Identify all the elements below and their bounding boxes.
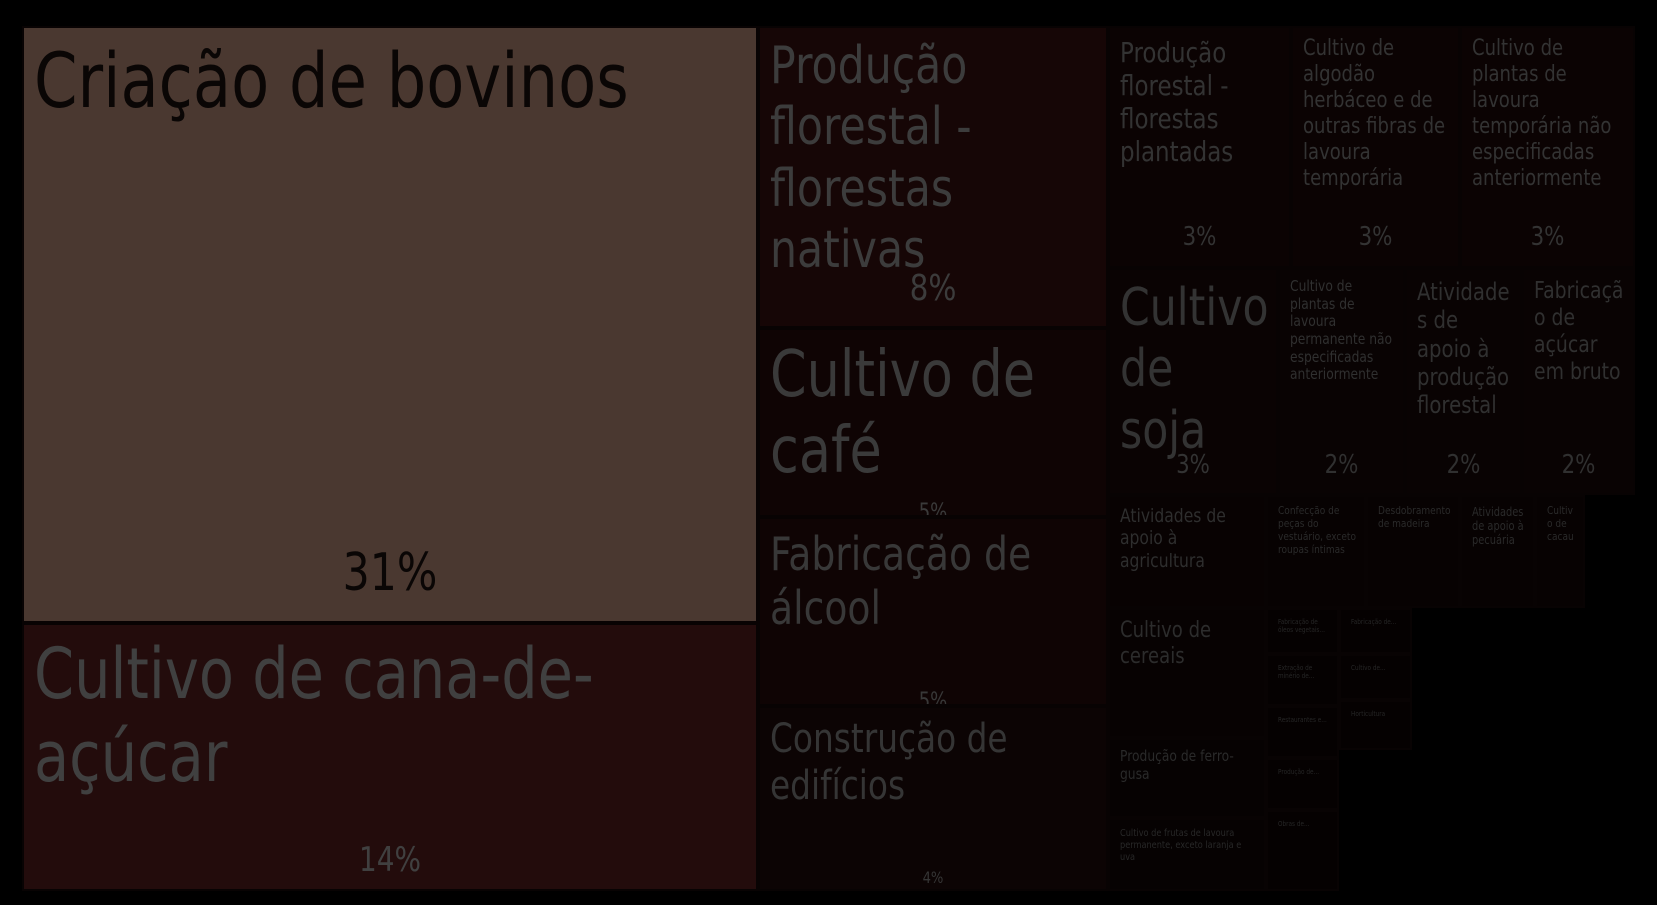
treemap-tile[interactable]: Horticultura xyxy=(1339,700,1412,750)
tile-percent: 5% xyxy=(918,500,948,517)
tile-percent: 2% xyxy=(1324,450,1359,480)
treemap-tile[interactable]: Construção de edifícios 4% xyxy=(758,706,1108,891)
tile-label: Produção de ferro-gusa xyxy=(1120,747,1234,783)
tile-label: Confecção de peças do vestuário, exceto … xyxy=(1278,504,1356,556)
tile-label: Atividades de apoio à produção florestal xyxy=(1417,278,1510,420)
tile-label: Cultivo de plantas de lavoura permanente… xyxy=(1290,277,1393,384)
treemap-tile[interactable]: Cultivo de... xyxy=(1339,654,1412,700)
tile-percent: 5% xyxy=(918,689,948,706)
treemap-tile[interactable]: Extração de minério de... xyxy=(1266,654,1339,706)
tile-label: Cultivo de soja xyxy=(1120,278,1269,461)
tile-percent: 2% xyxy=(1446,450,1481,480)
treemap-tile[interactable]: Produção florestal - florestas plantadas… xyxy=(1108,26,1291,268)
tile-label: Fabricação de álcool xyxy=(770,527,1032,636)
treemap-tile[interactable]: Fabricação de... xyxy=(1339,608,1412,654)
treemap-tile[interactable]: Produção florestal - florestas nativas 8% xyxy=(758,26,1108,328)
treemap-tile[interactable]: Cultivo de cana-de-açúcar 14% xyxy=(22,623,758,891)
tile-label: Restaurantes e... xyxy=(1278,716,1327,724)
treemap-tile[interactable]: Produção de... xyxy=(1266,758,1339,810)
treemap-tile[interactable]: Cultivo de plantas de lavoura permanente… xyxy=(1278,268,1405,495)
treemap-tile[interactable]: Obras de... xyxy=(1266,810,1339,891)
tile-label: Extração de minério de... xyxy=(1278,664,1315,681)
tile-label: Obras de... xyxy=(1278,820,1310,828)
treemap-tile[interactable]: Cultivo de frutas de lavoura permanente,… xyxy=(1108,818,1266,891)
treemap-tile[interactable]: Cultivo de plantas de lavoura temporária… xyxy=(1460,26,1635,268)
tile-percent: 31% xyxy=(342,543,438,603)
tile-percent: 8% xyxy=(909,268,957,309)
treemap-tile[interactable]: Produção de ferro-gusa xyxy=(1108,738,1266,818)
tile-label: Cultivo de frutas de lavoura permanente,… xyxy=(1120,828,1242,863)
tile-label: Fabricação de... xyxy=(1351,618,1397,626)
treemap-tile[interactable]: Confecção de peças do vestuário, exceto … xyxy=(1266,495,1366,608)
tile-label: Produção florestal - florestas plantadas xyxy=(1120,36,1234,169)
tile-label: Atividades de apoio à agricultura xyxy=(1120,505,1226,572)
tile-percent: 4% xyxy=(922,868,944,887)
treemap-tile[interactable]: Criação de bovinos 31% xyxy=(22,26,758,623)
tile-label: Cultivo de cereais xyxy=(1120,618,1212,669)
treemap-tile[interactable]: Cultivo de algodão herbáceo e de outras … xyxy=(1291,26,1460,268)
tile-label: Cultivo de cacau xyxy=(1547,504,1574,543)
tile-label: Cultivo de cana-de-açúcar xyxy=(34,633,594,798)
tile-label: Cultivo de café xyxy=(770,338,1036,488)
tile-label: Produção florestal - florestas nativas xyxy=(770,36,972,281)
tile-percent: 3% xyxy=(1358,222,1393,252)
treemap-tile[interactable]: Cultivo de café 5% xyxy=(758,328,1108,517)
treemap-tile[interactable]: Atividades de apoio à produção florestal… xyxy=(1405,268,1522,495)
tile-label: Atividades de apoio à pecuária xyxy=(1472,505,1524,548)
tile-label: Fabricação de açúcar em bruto xyxy=(1534,278,1624,386)
tile-label: Criação de bovinos xyxy=(34,36,629,125)
tile-label: Produção de... xyxy=(1278,768,1320,776)
treemap-tile[interactable]: Desdobramento de madeira xyxy=(1366,495,1460,608)
tile-label: Horticultura xyxy=(1351,710,1386,718)
treemap-tile[interactable]: Restaurantes e... xyxy=(1266,706,1339,758)
tile-label: Cultivo de plantas de lavoura temporária… xyxy=(1472,36,1612,191)
treemap-tile[interactable]: Cultivo de soja 3% xyxy=(1108,268,1278,495)
tile-percent: 2% xyxy=(1561,450,1596,480)
treemap-tile[interactable]: Fabricação de álcool 5% xyxy=(758,517,1108,706)
treemap-tile[interactable]: Cultivo de cacau xyxy=(1535,495,1585,608)
tile-label: Cultivo de... xyxy=(1351,664,1386,672)
tile-label: Cultivo de algodão herbáceo e de outras … xyxy=(1303,36,1446,191)
tile-percent: 14% xyxy=(359,840,421,880)
treemap-tile[interactable]: Fabricação de açúcar em bruto 2% xyxy=(1522,268,1635,495)
treemap-tile[interactable]: Fabricação de óleos vegetais... xyxy=(1266,608,1339,654)
tile-percent: 3% xyxy=(1530,222,1565,252)
tile-percent: 3% xyxy=(1182,222,1217,252)
tile-label: Construção de edifícios xyxy=(770,716,1008,810)
tile-label: Desdobramento de madeira xyxy=(1378,504,1451,530)
treemap-tile[interactable]: Atividades de apoio à pecuária xyxy=(1460,495,1535,608)
treemap-tile[interactable]: Atividades de apoio à agricultura xyxy=(1108,495,1266,608)
tile-percent: 3% xyxy=(1176,450,1210,480)
tile-label: Fabricação de óleos vegetais... xyxy=(1278,618,1325,635)
treemap-tile[interactable]: Cultivo de cereais xyxy=(1108,608,1266,738)
